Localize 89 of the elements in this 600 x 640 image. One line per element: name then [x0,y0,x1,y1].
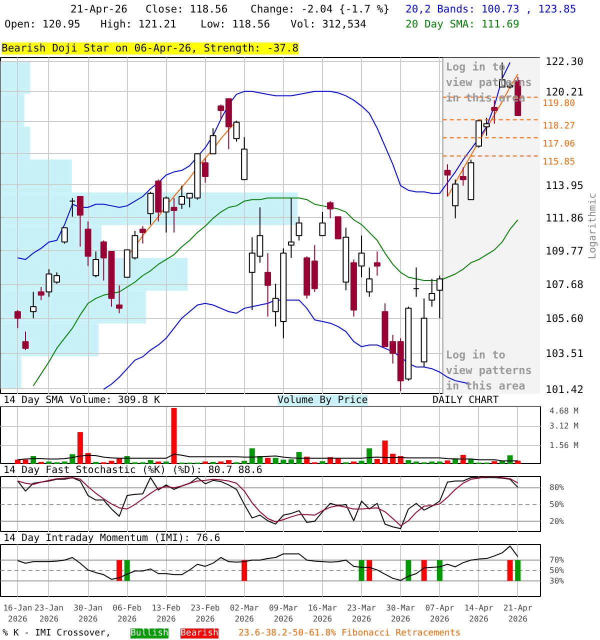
y-tick-label: 120.21 [546,86,584,98]
candlestick [38,286,44,301]
candlestick [14,309,21,329]
y-tick-label: 50% [550,566,564,575]
text: % K - IMI Crossover, [2,628,111,638]
candlestick [22,331,29,351]
y-tick-label: 113.95 [546,180,584,192]
text: Bearish [180,628,218,638]
text: Bullish [130,628,168,638]
candlestick [374,251,380,276]
text: Close: 118.56 [146,4,228,16]
y-tick-label: 122.30 [546,56,584,68]
ref-line-label: 115.85 [542,157,576,168]
text: Open: 120.95 [4,18,80,30]
candlestick [444,164,451,197]
text: 20,2 Bands: 100.73 , 123.85 [406,4,576,16]
candlestick [452,179,459,219]
x-tick-label: 02-Mar 2026 [230,604,259,624]
x-tick-label: 16-Mar 2026 [308,604,338,624]
text: 21-Apr-26 [70,4,128,16]
candlestick [147,191,154,226]
x-tick-label: 06-Feb 2026 [112,604,142,624]
x-tick-label: 23-Jan 2026 [34,604,64,624]
x-tick-label: 14-Apr 2026 [464,604,494,624]
x-tick-label: 23-Feb 2026 [190,604,220,624]
candlestick [264,252,271,318]
y-tick-label: 30% [550,576,564,586]
y-tick-label: 50% [550,500,564,509]
candlestick [334,216,342,240]
x-tick-label: 21-Apr 2026 [503,604,532,624]
y-tick-label: 107.68 [546,279,584,292]
candlestick [460,166,466,186]
y-tick-label: 111.86 [546,212,584,224]
text: DAILY CHART [432,395,499,406]
candlestick [288,198,294,258]
y-tick-label: 4.68 M [550,406,579,416]
candlestick [358,235,365,278]
y-tick-label: 109.77 [546,245,584,258]
candlestick [139,226,146,244]
text: Vol: 312,534 [290,18,366,30]
y-tick-label: 103.51 [546,348,584,360]
ref-line-label: 117.06 [542,139,576,150]
candlestick [319,212,326,236]
x-tick-label: 16-Jan 2026 [3,604,32,624]
chart-title: 14 Day SMA Volume: 309.8 K [4,395,160,406]
chart-title: 14 Day Intraday Momentum (IMI): 76.6 [4,533,220,544]
candlestick [327,200,334,219]
candlestick [69,198,76,218]
x-tick-label: 30-Jan 2026 [74,604,103,624]
text: Bearish Doji Star on 06-Apr-26, Strength: -37.8 [2,42,299,54]
x-tick-label: 30-Mar 2026 [386,604,416,624]
annotation: Log in to view patterns in this area [446,348,532,392]
candlestick [76,196,84,248]
candlestick [491,100,498,124]
text: 20 Day SMA: 111.69 [406,18,520,30]
y-tick-label: 105.60 [546,313,584,326]
y-tick-label: 101.42 [546,384,584,396]
y-tick-label: 20% [550,516,564,526]
x-tick-label: 09-Mar 2026 [268,604,298,624]
y-tick-label: 70% [550,556,564,565]
x-tick-label: 23-Mar 2026 [347,604,376,624]
text: 23.6-38.2-50-61.8% Fibonacci Retracements [238,628,461,638]
text: Volume By Price [278,395,368,406]
x-tick-label: 13-Feb 2026 [152,604,181,624]
candlestick [170,198,178,233]
y-tick-label: 3.12 M [550,422,579,431]
candlestick [413,267,420,298]
candlestick [366,267,373,298]
candlestick [92,251,100,278]
ref-line-label: 119.80 [542,98,576,109]
candlestick [296,216,302,241]
text: Change: -2.04 {-1.7 %} [250,4,390,16]
text: Low: 118.56 [200,18,270,30]
y-axis-title: Logarithmic [588,192,598,260]
candlestick [436,275,443,319]
ref-line-label: 118.27 [542,121,576,132]
candlestick [428,278,436,308]
chart-title: 14 Day Fast Stochastic (%K) (%D): 80.7 88.6 [4,465,262,476]
candlestick [61,227,68,244]
candlestick [30,291,37,319]
text: High: 121.21 [100,18,176,30]
candlestick [162,196,170,233]
candlestick [233,120,240,142]
x-tick-label: 07-Apr 2026 [425,604,454,624]
candlestick [202,158,208,184]
y-tick-label: 1.56 M [550,440,579,450]
candlestick [116,284,123,314]
candlestick [210,128,216,154]
y-tick-label: 80% [550,483,564,492]
